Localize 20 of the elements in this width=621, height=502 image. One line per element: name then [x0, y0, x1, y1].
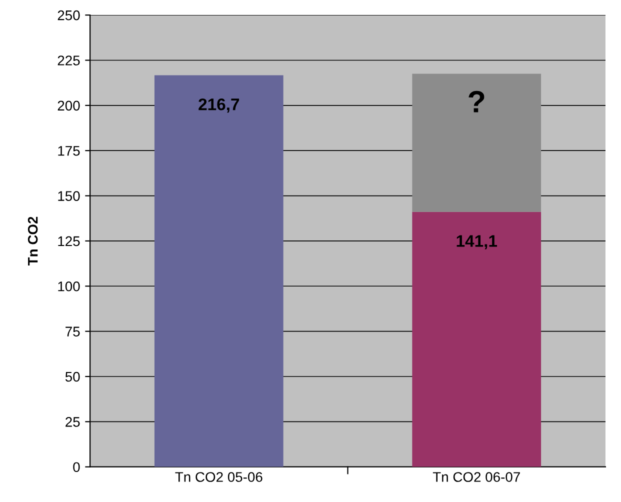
y-tick-label: 125 [58, 236, 80, 246]
y-tick-label: 0 [73, 462, 80, 472]
y-tick-label: 50 [65, 372, 80, 382]
x-tick-label: Tn CO2 06-07 [432, 472, 520, 482]
y-tick-label: 75 [66, 326, 80, 336]
bar [154, 75, 284, 467]
x-tick-label: Tn CO2 05-06 [175, 472, 262, 482]
y-tick-label: 100 [58, 281, 80, 292]
y-tick-label: 250 [58, 10, 80, 20]
bar [412, 212, 542, 467]
y-tick-label: 200 [58, 100, 80, 111]
data-label: 216,7 [198, 98, 240, 113]
data-label: 141,1 [456, 235, 498, 250]
y-tick-label: 225 [58, 56, 80, 66]
bar [412, 74, 542, 212]
y-tick-label: 25 [66, 417, 80, 427]
y-axis-title: Tn CO2 [28, 216, 38, 266]
y-tick-label: 175 [58, 146, 80, 156]
data-label: ? [468, 90, 484, 112]
y-tick-label: 150 [58, 191, 80, 201]
